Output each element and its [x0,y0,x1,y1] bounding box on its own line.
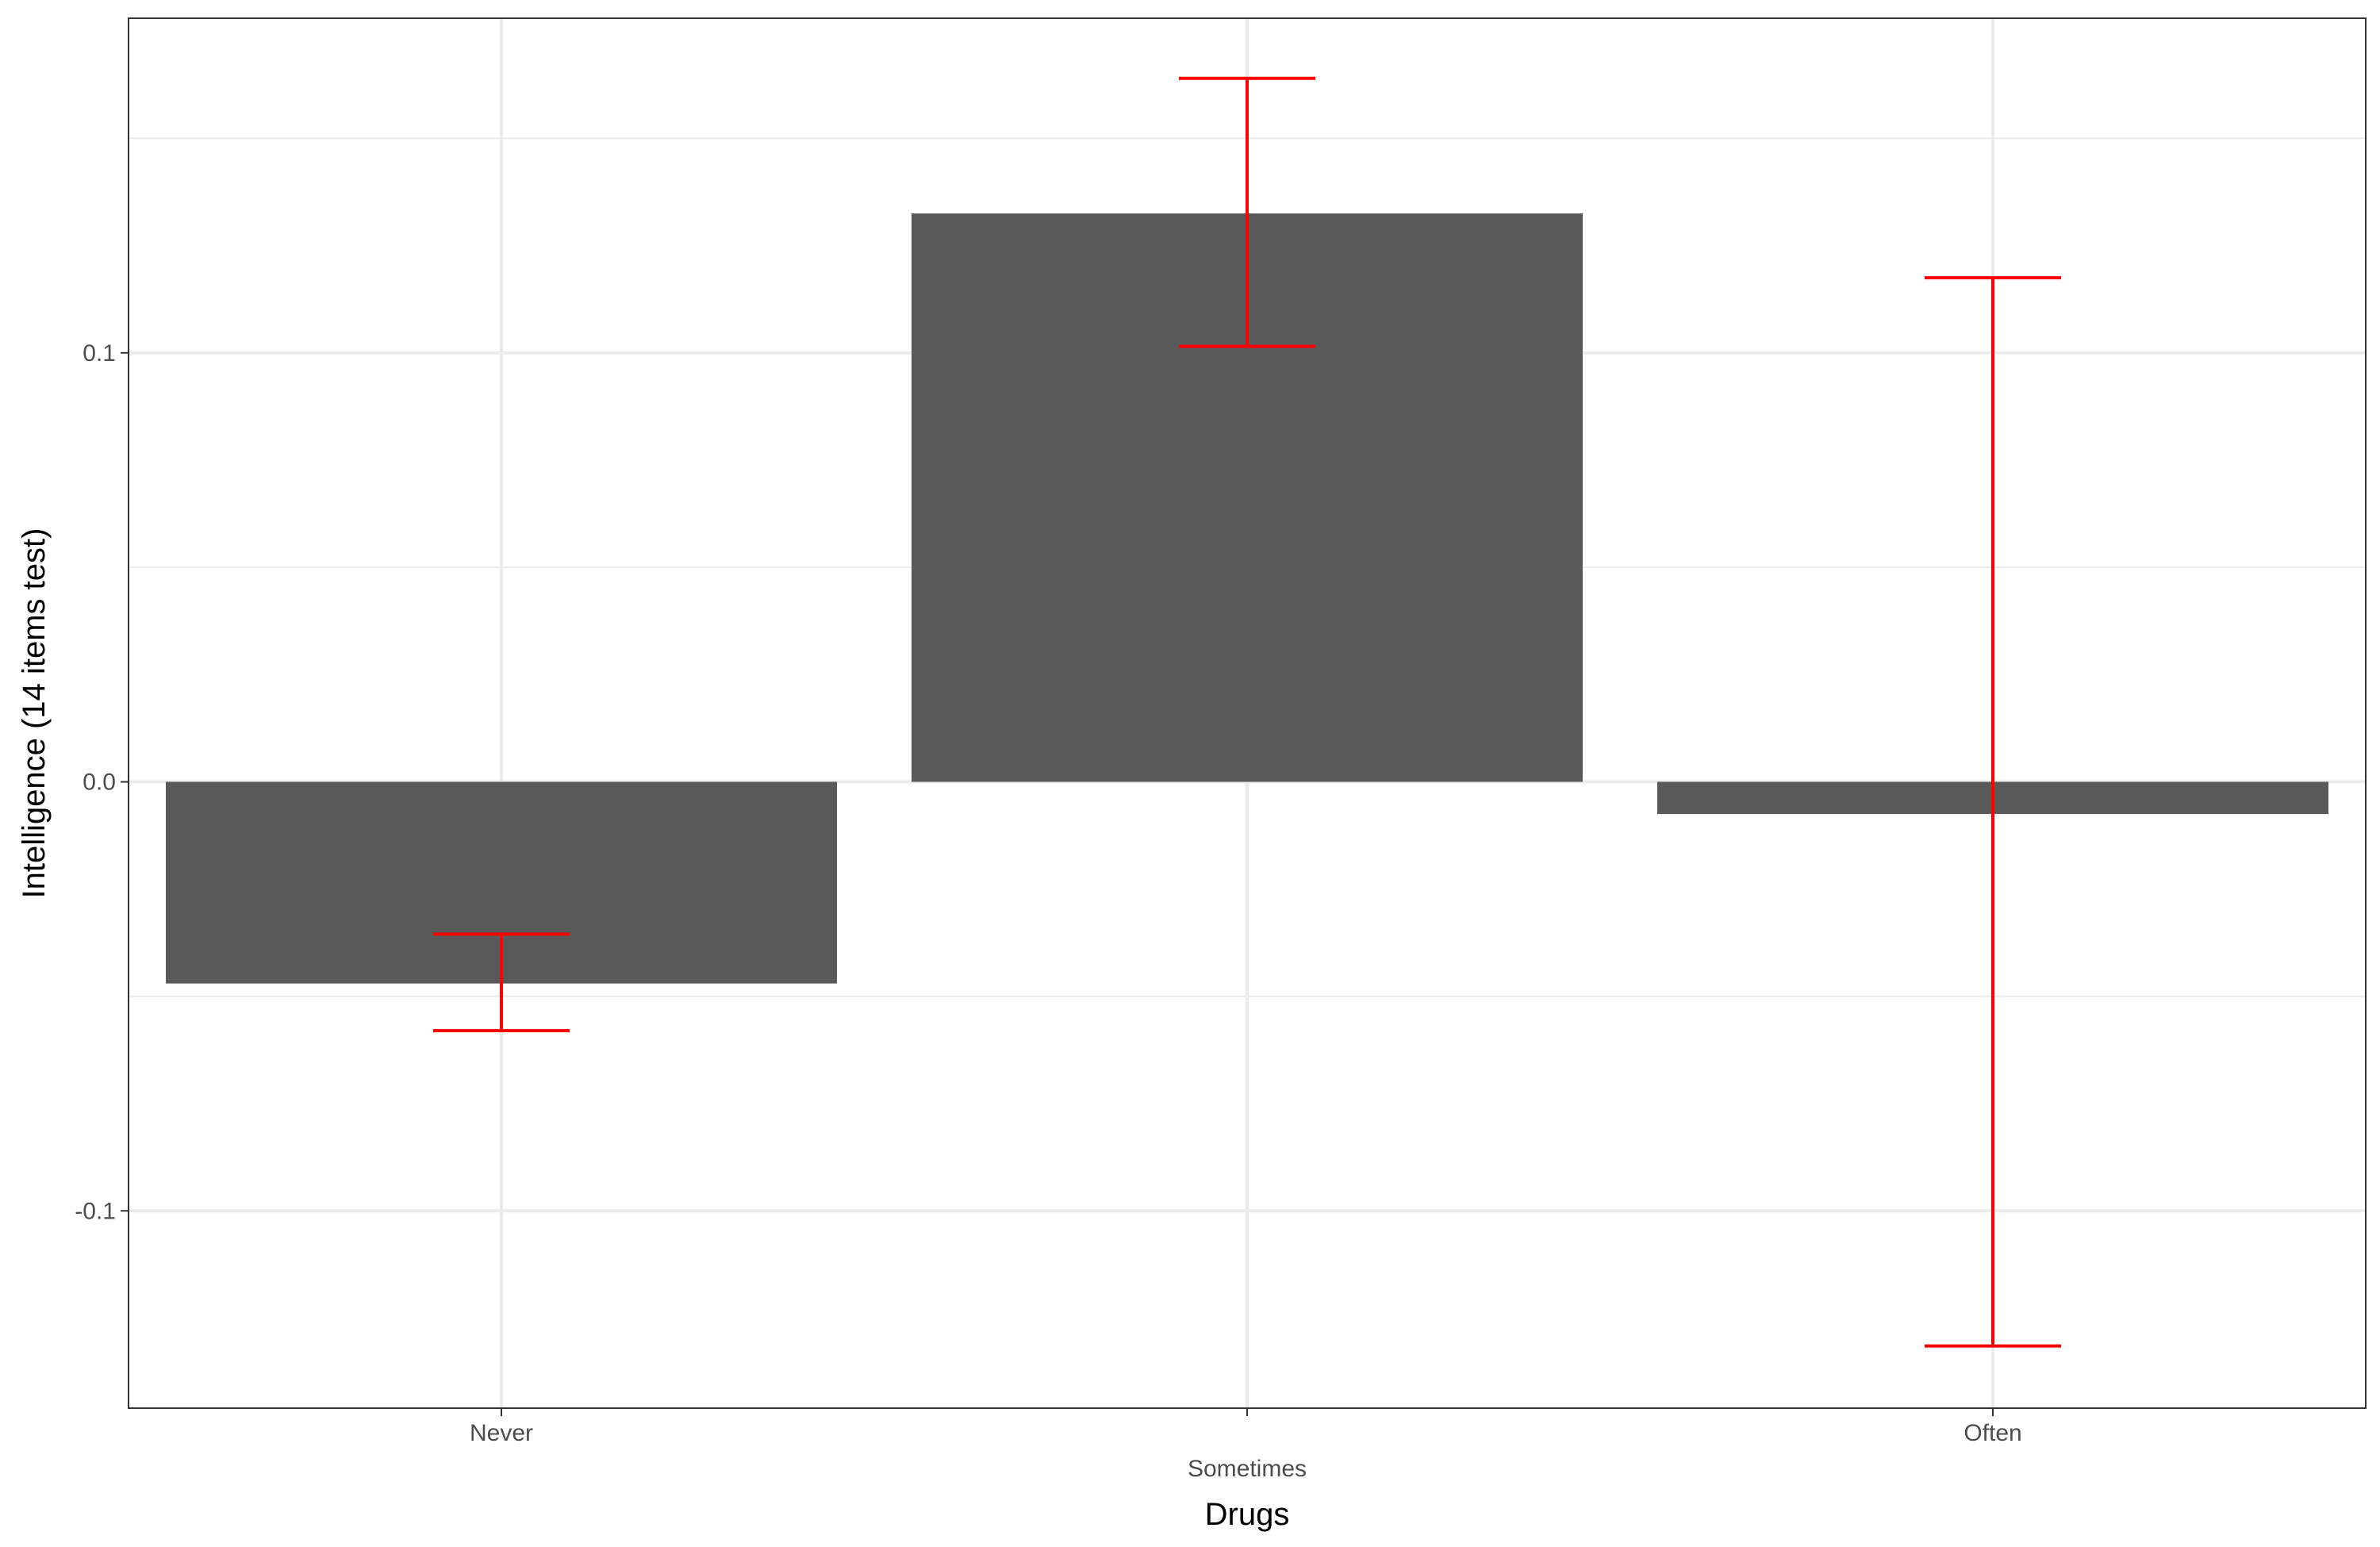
y-axis-title: Intelligence (14 items test) [17,528,52,899]
y-axis-ticks: -0.1 0.0 0.1 [75,340,129,1224]
y-tick-label: 0.0 [83,770,116,796]
error-bar-often [1925,276,2061,1348]
y-tick-label: 0.1 [83,340,116,367]
x-tick-label: Often [1964,1420,2021,1446]
error-bars [433,76,2061,1348]
error-bar-never [433,932,570,1033]
x-axis-title: Drugs [1205,1497,1290,1532]
error-bar-sometimes [1179,76,1315,348]
x-tick-label: Sometimes [1188,1456,1307,1482]
x-axis-ticks: Never Sometimes Often [470,1408,2022,1482]
x-tick-label: Never [470,1420,533,1446]
y-tick-label: -0.1 [75,1198,116,1224]
